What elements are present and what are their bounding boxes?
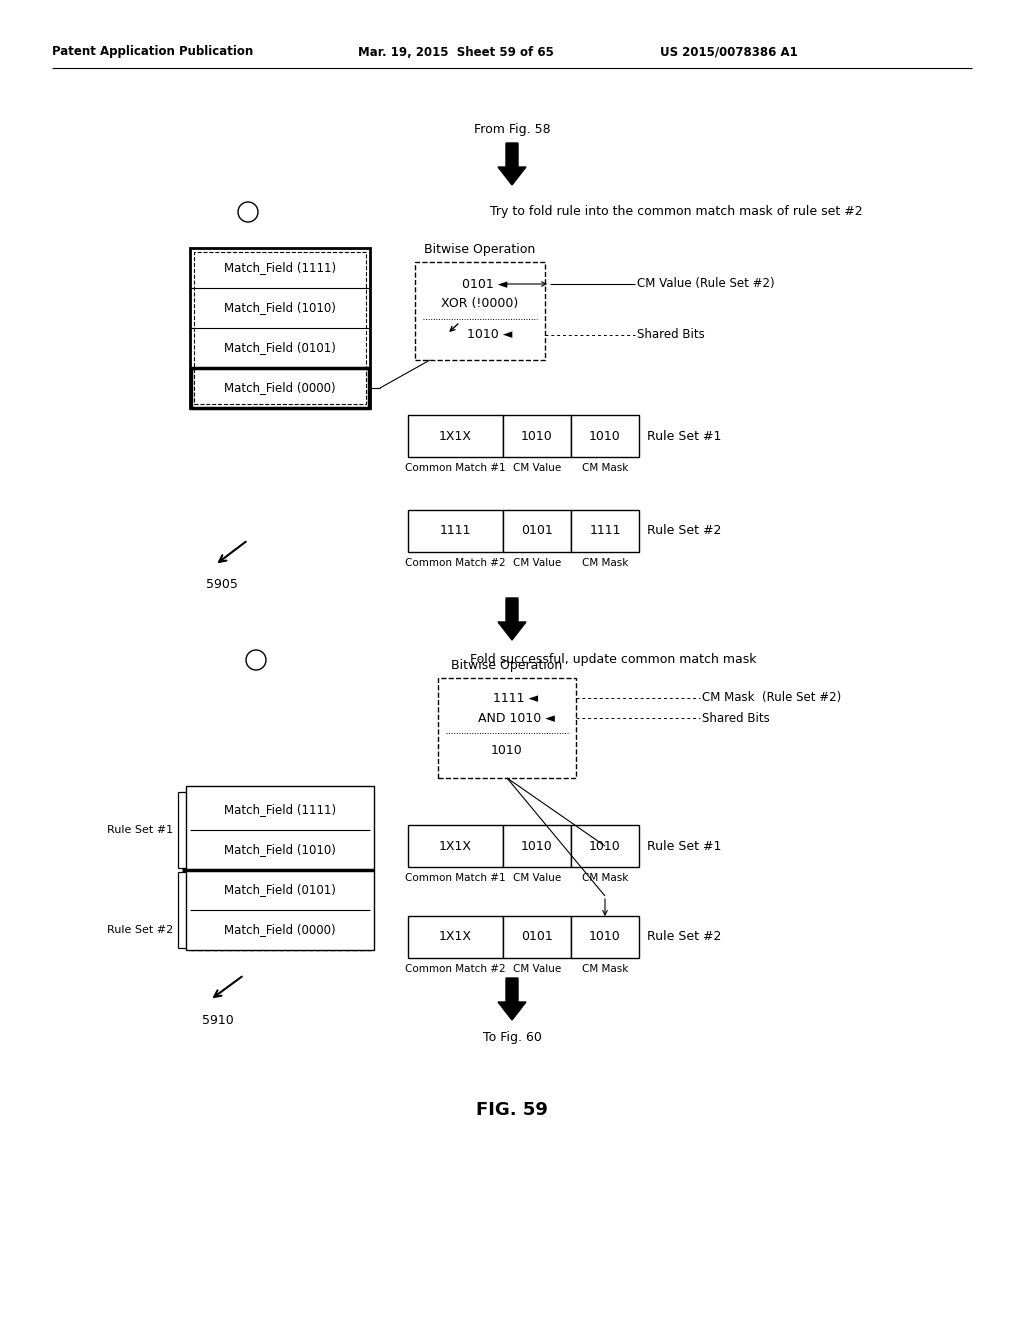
Bar xyxy=(503,825,571,867)
Text: 1111: 1111 xyxy=(589,524,621,537)
Text: Rule Set #2: Rule Set #2 xyxy=(647,931,721,944)
Text: Rule Set #2: Rule Set #2 xyxy=(106,925,173,935)
Text: Match_Field (1010): Match_Field (1010) xyxy=(224,301,336,314)
Text: 0101: 0101 xyxy=(521,931,553,944)
Bar xyxy=(190,789,370,950)
Text: CM Mask: CM Mask xyxy=(582,558,628,568)
Text: US 2015/0078386 A1: US 2015/0078386 A1 xyxy=(660,45,798,58)
Text: XOR (!0000): XOR (!0000) xyxy=(441,297,518,310)
Bar xyxy=(408,916,503,958)
Text: 1010: 1010 xyxy=(492,743,523,756)
Bar xyxy=(571,916,639,958)
Bar xyxy=(438,678,575,777)
Bar xyxy=(408,414,503,457)
Bar xyxy=(191,368,369,408)
Text: 1X1X: 1X1X xyxy=(439,429,472,442)
Text: FIG. 59: FIG. 59 xyxy=(476,1101,548,1119)
Text: 5905: 5905 xyxy=(206,578,238,591)
Text: 1010: 1010 xyxy=(589,840,621,853)
Text: CM Value (Rule Set #2): CM Value (Rule Set #2) xyxy=(637,277,774,290)
Text: 0101 ◄: 0101 ◄ xyxy=(462,277,508,290)
Text: 3: 3 xyxy=(245,206,252,219)
Text: CM Value: CM Value xyxy=(513,964,561,974)
Text: Match_Field (1111): Match_Field (1111) xyxy=(224,261,336,275)
Text: Common Match #2: Common Match #2 xyxy=(406,558,506,568)
Polygon shape xyxy=(498,598,526,640)
Text: Rule Set #1: Rule Set #1 xyxy=(106,825,173,836)
Bar xyxy=(408,825,503,867)
Polygon shape xyxy=(498,143,526,185)
Text: AND 1010 ◄: AND 1010 ◄ xyxy=(477,711,554,725)
Text: Fold successful, update common match mask: Fold successful, update common match mas… xyxy=(470,653,757,667)
Text: Match_Field (0000): Match_Field (0000) xyxy=(224,924,336,936)
Text: 1X1X: 1X1X xyxy=(439,931,472,944)
Text: 1010: 1010 xyxy=(589,429,621,442)
Bar xyxy=(194,252,366,404)
Text: 0101: 0101 xyxy=(521,524,553,537)
Text: Rule Set #2: Rule Set #2 xyxy=(647,524,721,537)
Bar xyxy=(571,510,639,552)
Text: CM Mask  (Rule Set #2): CM Mask (Rule Set #2) xyxy=(702,692,842,705)
Text: Patent Application Publication: Patent Application Publication xyxy=(52,45,253,58)
Bar xyxy=(190,248,370,408)
Text: Match_Field (1010): Match_Field (1010) xyxy=(224,843,336,857)
Bar xyxy=(571,414,639,457)
Text: 4: 4 xyxy=(252,653,260,667)
Text: Match_Field (1111): Match_Field (1111) xyxy=(224,804,336,817)
Bar xyxy=(186,785,374,870)
Text: 1010: 1010 xyxy=(521,840,553,853)
Text: Common Match #1: Common Match #1 xyxy=(406,463,506,473)
Text: CM Mask: CM Mask xyxy=(582,463,628,473)
Text: 5910: 5910 xyxy=(202,1014,233,1027)
Text: 1111: 1111 xyxy=(439,524,471,537)
Text: Mar. 19, 2015  Sheet 59 of 65: Mar. 19, 2015 Sheet 59 of 65 xyxy=(358,45,554,58)
Bar xyxy=(503,916,571,958)
Bar xyxy=(571,825,639,867)
Text: Match_Field (0000): Match_Field (0000) xyxy=(224,381,336,395)
Text: CM Mask: CM Mask xyxy=(582,964,628,974)
Polygon shape xyxy=(498,978,526,1020)
Circle shape xyxy=(238,202,258,222)
Text: CM Value: CM Value xyxy=(513,463,561,473)
Text: 1010: 1010 xyxy=(589,931,621,944)
Bar xyxy=(503,510,571,552)
Circle shape xyxy=(246,649,266,671)
Text: Rule Set #1: Rule Set #1 xyxy=(647,429,721,442)
Text: Shared Bits: Shared Bits xyxy=(637,329,705,342)
Text: 1010 ◄: 1010 ◄ xyxy=(467,329,513,342)
Text: Common Match #1: Common Match #1 xyxy=(406,873,506,883)
Text: Common Match #2: Common Match #2 xyxy=(406,964,506,974)
Text: Rule Set #1: Rule Set #1 xyxy=(647,840,721,853)
Bar xyxy=(186,870,374,950)
Text: Bitwise Operation: Bitwise Operation xyxy=(452,659,562,672)
Bar xyxy=(503,414,571,457)
Text: 1111 ◄: 1111 ◄ xyxy=(494,692,539,705)
Text: CM Value: CM Value xyxy=(513,558,561,568)
Text: To Fig. 60: To Fig. 60 xyxy=(482,1031,542,1044)
Text: From Fig. 58: From Fig. 58 xyxy=(474,124,550,136)
Text: 1X1X: 1X1X xyxy=(439,840,472,853)
Bar xyxy=(408,510,503,552)
Text: Try to fold rule into the common match mask of rule set #2: Try to fold rule into the common match m… xyxy=(490,206,862,219)
Text: CM Mask: CM Mask xyxy=(582,873,628,883)
Text: Bitwise Operation: Bitwise Operation xyxy=(424,243,536,256)
Text: CM Value: CM Value xyxy=(513,873,561,883)
Text: 1010: 1010 xyxy=(521,429,553,442)
Bar xyxy=(415,261,545,360)
Text: Shared Bits: Shared Bits xyxy=(702,711,770,725)
Text: Match_Field (0101): Match_Field (0101) xyxy=(224,342,336,355)
Text: Match_Field (0101): Match_Field (0101) xyxy=(224,883,336,896)
